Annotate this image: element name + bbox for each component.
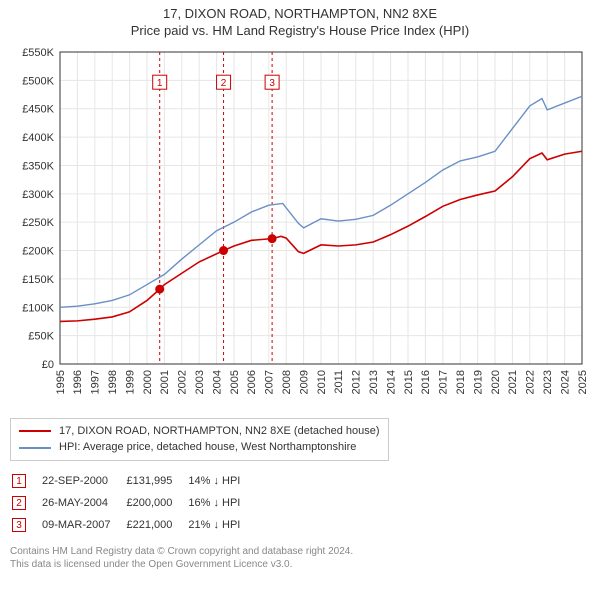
titles: 17, DIXON ROAD, NORTHAMPTON, NN2 8XE Pri…	[10, 6, 590, 40]
event-price: £131,995	[126, 471, 186, 491]
event-row: 1 22-SEP-2000£131,99514% ↓ HPI	[12, 471, 254, 491]
event-date: 26-MAY-2004	[42, 493, 124, 513]
y-tick-label: £150K	[22, 274, 54, 286]
x-tick-label: 1995	[55, 370, 67, 394]
event-marker-num: 3	[269, 78, 275, 89]
x-tick-label: 1998	[107, 370, 119, 394]
event-delta: 16% ↓ HPI	[188, 493, 254, 513]
y-tick-label: £300K	[22, 189, 54, 201]
x-tick-label: 2012	[351, 370, 363, 394]
chart-container: 17, DIXON ROAD, NORTHAMPTON, NN2 8XE Pri…	[0, 0, 600, 590]
x-tick-label: 2007	[264, 370, 276, 394]
x-tick-label: 2023	[542, 370, 554, 394]
event-delta: 21% ↓ HPI	[188, 515, 254, 535]
legend-swatch	[19, 447, 51, 449]
x-tick-label: 2006	[246, 370, 258, 394]
event-price: £200,000	[126, 493, 186, 513]
x-tick-label: 2016	[420, 370, 432, 394]
x-tick-label: 2024	[559, 370, 571, 394]
event-marker: 3	[12, 518, 26, 532]
y-tick-label: £250K	[22, 217, 54, 229]
x-tick-label: 2021	[507, 370, 519, 394]
chart-area: £0 £50K £100K £150K £200K £250K £300K £350K £400…	[10, 44, 590, 412]
x-tick-label: 2022	[525, 370, 537, 394]
legend-label: HPI: Average price, detached house, West…	[59, 439, 356, 456]
legend-row: 17, DIXON ROAD, NORTHAMPTON, NN2 8XE (de…	[19, 423, 380, 440]
legend-swatch	[19, 430, 51, 432]
x-tick-label: 2009	[298, 370, 310, 394]
title-line-2: Price paid vs. HM Land Registry's House …	[10, 23, 590, 40]
x-tick-label: 2008	[281, 370, 293, 394]
sale-marker	[156, 285, 164, 293]
y-tick-label: £450K	[22, 104, 54, 116]
x-tick-label: 2000	[142, 370, 154, 394]
title-line-1: 17, DIXON ROAD, NORTHAMPTON, NN2 8XE	[10, 6, 590, 23]
event-marker-num: 1	[157, 78, 163, 89]
event-marker: 1	[12, 474, 26, 488]
y-tick-label: £400K	[22, 132, 54, 144]
y-tick-label: £0	[42, 359, 54, 371]
legend-box: 17, DIXON ROAD, NORTHAMPTON, NN2 8XE (de…	[10, 418, 389, 461]
x-tick-label: 2017	[438, 370, 450, 394]
x-tick-label: 2004	[211, 370, 223, 394]
x-tick-label: 2001	[159, 370, 171, 394]
x-tick-label: 2005	[229, 370, 241, 394]
x-tick-label: 1997	[90, 370, 102, 394]
x-tick-label: 2003	[194, 370, 206, 394]
x-tick-label: 2011	[333, 370, 345, 394]
y-tick-label: £50K	[28, 330, 54, 342]
x-tick-label: 2018	[455, 370, 467, 394]
event-price: £221,000	[126, 515, 186, 535]
footer-line-2: This data is licensed under the Open Gov…	[10, 558, 590, 572]
x-tick-label: 2014	[385, 370, 397, 394]
event-row: 2 26-MAY-2004£200,00016% ↓ HPI	[12, 493, 254, 513]
chart-svg: £0 £50K £100K £150K £200K £250K £300K £350K £400…	[10, 44, 590, 412]
sale-marker	[220, 246, 228, 254]
x-tick-label: 2013	[368, 370, 380, 394]
x-tick-label: 2025	[577, 370, 589, 394]
x-tick-label: 2010	[316, 370, 328, 394]
event-delta: 14% ↓ HPI	[188, 471, 254, 491]
sale-marker	[268, 234, 276, 242]
x-tick-label: 2020	[490, 370, 502, 394]
x-tick-label: 2019	[472, 370, 484, 394]
x-tick-label: 2002	[177, 370, 189, 394]
y-tick-label: £200K	[22, 245, 54, 257]
y-tick-label: £100K	[22, 302, 54, 314]
x-tick-label: 2015	[403, 370, 415, 394]
footer-line-1: Contains HM Land Registry data © Crown c…	[10, 545, 590, 559]
event-date: 09-MAR-2007	[42, 515, 124, 535]
event-marker-num: 2	[221, 78, 227, 89]
y-tick-label: £550K	[22, 47, 54, 59]
y-tick-label: £350K	[22, 160, 54, 172]
event-date: 22-SEP-2000	[42, 471, 124, 491]
events-table: 1 22-SEP-2000£131,99514% ↓ HPI 2 26-MAY-200…	[10, 469, 256, 537]
legend-row: HPI: Average price, detached house, West…	[19, 439, 380, 456]
legend-label: 17, DIXON ROAD, NORTHAMPTON, NN2 8XE (de…	[59, 423, 380, 440]
event-row: 3 09-MAR-2007£221,00021% ↓ HPI	[12, 515, 254, 535]
x-tick-label: 1996	[72, 370, 84, 394]
x-tick-label: 1999	[124, 370, 136, 394]
event-marker: 2	[12, 496, 26, 510]
y-tick-label: £500K	[22, 75, 54, 87]
footer: Contains HM Land Registry data © Crown c…	[10, 545, 590, 572]
